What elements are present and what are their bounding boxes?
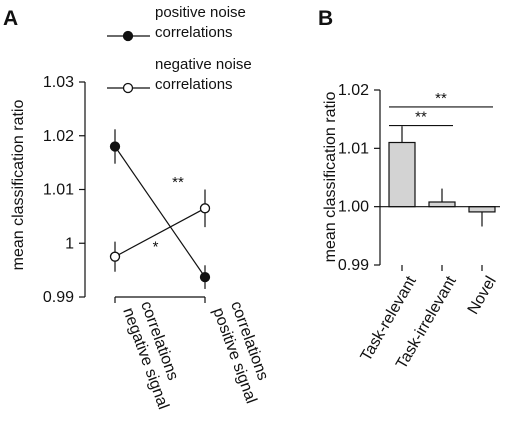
panel-b-significance: ** ** <box>389 90 493 127</box>
panel-a-y-tick-label-4: 1.03 <box>43 74 74 91</box>
panel-b-y-ticks: 0.99 1.00 1.01 1.02 <box>338 82 380 274</box>
panel-b-y-axis-label: mean classification ratio <box>322 92 339 263</box>
panel-a-category-label-0: negative signalcorrelations <box>119 299 189 412</box>
panel-a-series-1-point-0 <box>109 251 121 262</box>
panel-a-series-1-line <box>114 207 206 258</box>
panel-b-significance-label-0: ** <box>435 90 447 107</box>
panel-a-series-0-point-0 <box>109 141 121 152</box>
panel-a-category-label-1: positive signalcorrelations <box>209 299 277 406</box>
panel-a-x-ticks <box>114 297 206 303</box>
panel-b-bars <box>380 126 500 227</box>
panel-a-y-tick-label-2: 1.01 <box>43 182 74 199</box>
panel-a-significance-1: * <box>153 238 159 255</box>
panel-a-legend-label-0-line-1: correlations <box>155 24 233 41</box>
panel-a-y-tick-label-1: 1 <box>65 235 74 252</box>
panel-b-y-tick-label-3: 1.02 <box>338 82 369 99</box>
panel-a-legend-label-1-line-0: negative noise <box>155 56 252 73</box>
panel-b-y-tick-label-1: 1.00 <box>338 199 369 216</box>
panel-b-significance-label-1: ** <box>415 109 427 126</box>
panel-a-legend-marker-1 <box>122 82 134 94</box>
panel-a-legend-label-0: positive noise correlations <box>155 4 246 41</box>
panel-a-category-labels: negative signalcorrelations positive sign… <box>119 299 277 412</box>
panel-a-series-0-point-1 <box>199 271 211 283</box>
panel-b-bar-0 <box>388 141 416 208</box>
panel-a-annotations: *** <box>153 174 184 256</box>
panel-b-bar-1 <box>428 201 456 208</box>
panel-b-x-ticks <box>401 265 483 271</box>
panel-a-series-0-line <box>114 146 206 278</box>
panel-b-category-label-2: Novel <box>465 274 500 318</box>
panel-a-significance-0: ** <box>172 174 184 191</box>
panel-a-letter: A <box>3 7 18 30</box>
panel-b-bar-2 <box>468 206 496 213</box>
panel-a-legend-label-1-line-1: correlations <box>155 76 233 93</box>
panel-b-letter: B <box>318 7 333 30</box>
panel-a-legend-label-0-line-0: positive noise <box>155 4 246 21</box>
panel-a-y-ticks: 0.99 1 1.01 1.02 1.03 <box>43 74 85 306</box>
panel-a-series <box>109 129 211 289</box>
panel-a-y-axis-label: mean classification ratio <box>10 100 27 271</box>
panel-b-y-tick-label-0: 0.99 <box>338 257 369 274</box>
panel-a: A mean classification ratio 0.99 1 1.01 1.0… <box>3 4 277 412</box>
panel-b: B mean classification ratio 0.99 1.00 1.01… <box>318 7 500 372</box>
panel-a-series-1-point-1 <box>199 203 211 214</box>
panel-a-legend-marker-0 <box>122 30 134 42</box>
panel-a-legend-label-1: negative noise correlations <box>155 56 252 93</box>
panel-a-y-tick-label-0: 0.99 <box>43 289 74 306</box>
panel-a-y-tick-label-3: 1.02 <box>43 128 74 145</box>
panel-b-y-tick-label-2: 1.01 <box>338 140 369 157</box>
